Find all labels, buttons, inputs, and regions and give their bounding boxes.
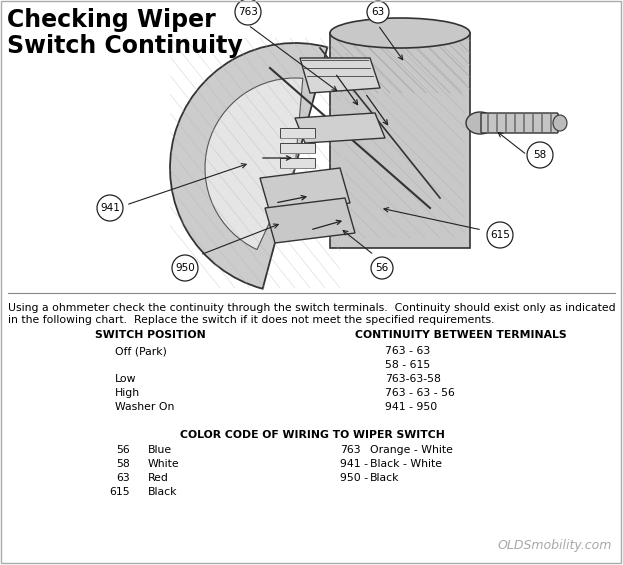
Circle shape xyxy=(367,1,389,23)
Text: 763: 763 xyxy=(238,7,258,17)
Text: 763: 763 xyxy=(340,445,361,455)
Ellipse shape xyxy=(466,112,494,134)
Bar xyxy=(280,158,315,168)
Text: 763 - 63 - 56: 763 - 63 - 56 xyxy=(385,388,455,398)
Text: Using a ohmmeter check the continuity through the switch terminals.  Continuity : Using a ohmmeter check the continuity th… xyxy=(8,303,616,313)
Text: 56: 56 xyxy=(376,263,389,273)
Circle shape xyxy=(527,142,553,168)
Text: High: High xyxy=(115,388,140,398)
Ellipse shape xyxy=(330,18,470,48)
Text: CONTINUITY BETWEEN TERMINALS: CONTINUITY BETWEEN TERMINALS xyxy=(355,330,567,340)
Text: 763-63-58: 763-63-58 xyxy=(385,374,441,384)
Text: 58: 58 xyxy=(117,459,130,469)
PathPatch shape xyxy=(300,58,380,93)
Bar xyxy=(280,128,315,138)
PathPatch shape xyxy=(330,33,470,248)
Wedge shape xyxy=(170,43,327,289)
Text: in the following chart.  Replace the switch if it does not meet the specified re: in the following chart. Replace the swit… xyxy=(8,315,495,325)
Text: Black: Black xyxy=(370,473,399,483)
Text: Low: Low xyxy=(115,374,136,384)
PathPatch shape xyxy=(265,198,355,243)
Text: 941: 941 xyxy=(100,203,120,213)
Wedge shape xyxy=(205,78,303,250)
Text: Washer On: Washer On xyxy=(115,402,174,412)
Bar xyxy=(280,143,315,153)
Text: Black - White: Black - White xyxy=(370,459,442,469)
Text: 941 - 950: 941 - 950 xyxy=(385,402,437,412)
Text: Black: Black xyxy=(148,487,178,497)
Text: 950: 950 xyxy=(175,263,195,273)
Text: 63: 63 xyxy=(117,473,130,483)
Circle shape xyxy=(97,195,123,221)
Text: 615: 615 xyxy=(110,487,130,497)
Text: White: White xyxy=(148,459,179,469)
Text: 763 - 63: 763 - 63 xyxy=(385,346,430,356)
Text: Switch Continuity: Switch Continuity xyxy=(7,34,243,58)
FancyBboxPatch shape xyxy=(481,113,558,133)
Circle shape xyxy=(172,255,198,281)
Text: 58 - 615: 58 - 615 xyxy=(385,360,430,370)
Text: 941 -: 941 - xyxy=(340,459,368,469)
Text: Red: Red xyxy=(148,473,169,483)
PathPatch shape xyxy=(295,113,385,143)
Circle shape xyxy=(487,222,513,248)
PathPatch shape xyxy=(260,168,350,213)
Text: Checking Wiper: Checking Wiper xyxy=(7,8,216,32)
Circle shape xyxy=(235,0,261,25)
Text: Blue: Blue xyxy=(148,445,172,455)
Ellipse shape xyxy=(553,115,567,131)
Text: 56: 56 xyxy=(117,445,130,455)
Text: 615: 615 xyxy=(490,230,510,240)
Text: SWITCH POSITION: SWITCH POSITION xyxy=(95,330,206,340)
Text: COLOR CODE OF WIRING TO WIPER SWITCH: COLOR CODE OF WIRING TO WIPER SWITCH xyxy=(179,430,444,440)
Text: OLDSmobility.com: OLDSmobility.com xyxy=(498,539,612,552)
Text: Off (Park): Off (Park) xyxy=(115,346,167,356)
Text: 63: 63 xyxy=(371,7,384,17)
Text: 58: 58 xyxy=(533,150,546,160)
Text: Orange - White: Orange - White xyxy=(370,445,453,455)
Text: 950 -: 950 - xyxy=(340,473,368,483)
Circle shape xyxy=(371,257,393,279)
